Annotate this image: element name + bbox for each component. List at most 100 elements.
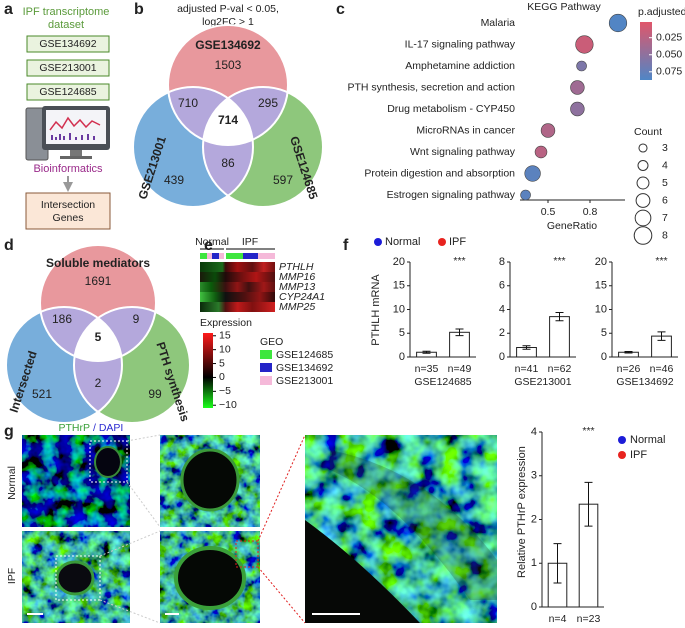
dataset-box — [26, 59, 110, 77]
error-bar — [522, 345, 531, 350]
x-tick-label: n=23 — [577, 613, 601, 625]
panel-label: e — [204, 237, 213, 254]
y-tick-label: 2 — [531, 513, 537, 525]
size-legend-label: 7 — [662, 212, 668, 224]
title: IPF transcriptome — [23, 6, 110, 18]
x-tick-label: n=41 — [515, 363, 539, 375]
count: 9 — [133, 312, 140, 326]
y-tick-label: 10 — [595, 303, 607, 315]
category-label: Malaria — [481, 17, 516, 29]
legend-label: IPF — [449, 236, 466, 248]
category-label: IL-17 signaling pathway — [405, 38, 516, 50]
bar — [549, 316, 570, 358]
title: dataset — [48, 19, 84, 31]
colorbar-tick-label: 5 — [219, 357, 225, 369]
colorbar-tick-label: 0.075 — [656, 66, 682, 78]
category-label: Drug metabolism - CYP450 — [387, 103, 515, 115]
size-legend-key — [637, 160, 649, 171]
point — [576, 60, 587, 72]
tool: Bioinformatics — [33, 163, 103, 175]
row-label: IPF — [6, 568, 18, 584]
legend-marker — [374, 238, 382, 246]
colorbar-title: p.adjusted — [638, 6, 685, 18]
count: 1691 — [85, 274, 112, 288]
panel-label: b — [134, 1, 144, 18]
colorbar-tick-label: 10 — [219, 343, 231, 355]
size-legend-key — [634, 209, 652, 227]
count: 86 — [221, 156, 235, 170]
sample-strip — [258, 253, 275, 259]
count: 521 — [32, 387, 52, 401]
point — [520, 189, 531, 201]
significance: *** — [553, 255, 565, 267]
count: 710 — [178, 96, 198, 110]
y-tick-label: 2 — [499, 327, 505, 339]
x-tick-label: n=35 — [415, 363, 439, 375]
panel-label: d — [4, 237, 14, 254]
size-legend-label: 8 — [662, 229, 668, 241]
x-tick-label: n=62 — [548, 363, 572, 375]
y-tick-label: 20 — [595, 256, 607, 268]
size-legend-key — [635, 193, 651, 208]
y-tick-label: 0 — [531, 601, 537, 613]
chart-title: KEGG Pathway — [527, 1, 601, 13]
gene: CYP24A1 — [279, 291, 325, 303]
legend-label: GSE213001 — [276, 375, 333, 387]
point — [608, 13, 628, 33]
category-label: Amphetamine addiction — [405, 60, 515, 72]
colorbar-tick-label: 0 — [219, 371, 225, 383]
x-tick-label: n=46 — [650, 363, 674, 375]
dataset-box — [26, 35, 110, 53]
legend-label: Normal — [630, 434, 665, 446]
error-bar — [584, 481, 593, 527]
legend-marker — [618, 436, 626, 444]
category-label: Protein digestion and absorption — [364, 167, 515, 179]
x-tick-label: n=26 — [617, 363, 641, 375]
sample-strip — [219, 253, 224, 259]
row-label: Normal — [6, 466, 18, 500]
size-legend-title: Count — [634, 126, 662, 138]
count: 99 — [148, 387, 162, 401]
criteria: log2FC > 1 — [202, 16, 254, 28]
y-axis-label: Relative PTHrP expression — [516, 446, 528, 578]
stain-label: PTHrP — [59, 422, 91, 434]
count: 5 — [95, 330, 102, 344]
x-tick-label: n=49 — [448, 363, 472, 375]
category-label: PTH synthesis, secretion and action — [348, 81, 516, 93]
count: 2 — [95, 376, 102, 390]
y-tick-label: 5 — [601, 327, 607, 339]
category-label: Estrogen signaling pathway — [387, 189, 516, 201]
legend-label: IPF — [630, 449, 647, 461]
computer-icon — [25, 106, 110, 161]
y-tick-label: 4 — [499, 303, 505, 315]
set-label: Soluble mediators — [46, 256, 150, 270]
group-label: Normal — [195, 236, 229, 248]
legend-label: Normal — [385, 236, 420, 248]
gene: MMP25 — [279, 301, 315, 313]
sample-strip — [212, 253, 219, 259]
size-legend-label: 6 — [662, 194, 668, 206]
dataset-box — [26, 83, 110, 101]
count: 1503 — [215, 58, 242, 72]
colorbar-tick-label: −10 — [219, 399, 237, 411]
panel-label: c — [336, 1, 345, 18]
y-tick-label: 15 — [595, 280, 607, 292]
point — [570, 80, 585, 95]
colorbar-title: Expression — [200, 317, 252, 329]
legend-label: GSE124685 — [276, 349, 333, 361]
point — [534, 145, 548, 159]
error-bar — [555, 311, 564, 322]
micrographs — [22, 434, 497, 624]
colorbar — [203, 333, 213, 408]
point — [575, 35, 594, 54]
count: 714 — [218, 113, 238, 127]
gene: MMP16 — [279, 271, 315, 283]
error-bar — [624, 351, 633, 354]
count: 295 — [258, 96, 278, 110]
legend-marker — [618, 451, 626, 459]
colorbar — [640, 22, 652, 80]
point — [570, 101, 585, 117]
error-bar — [553, 543, 562, 584]
legend-marker — [438, 238, 446, 246]
